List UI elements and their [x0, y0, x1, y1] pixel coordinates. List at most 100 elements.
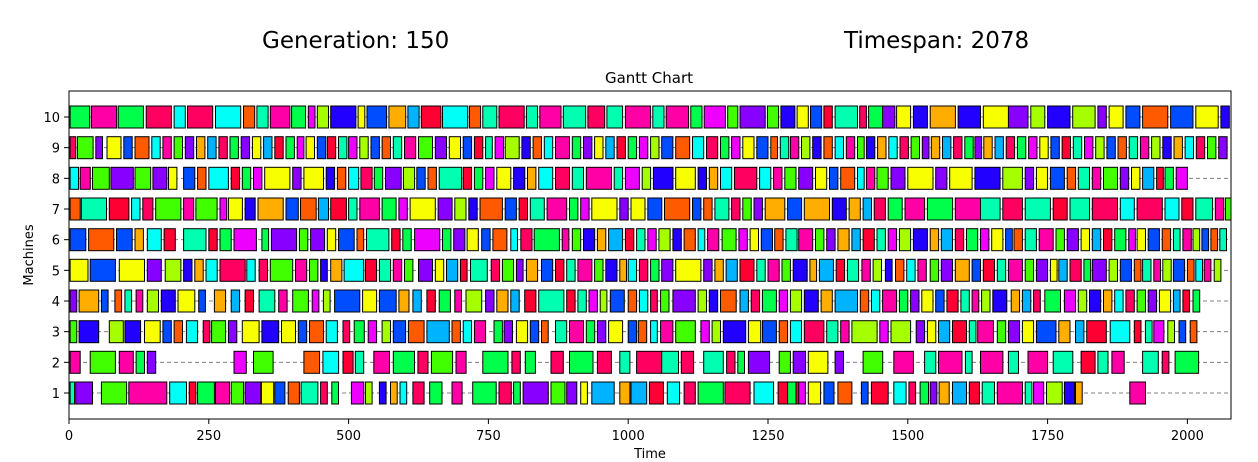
task-bar — [241, 166, 252, 190]
task-bar — [807, 381, 822, 405]
task-bar — [707, 228, 720, 252]
task-bar — [770, 136, 778, 160]
task-bar — [888, 136, 898, 160]
task-bar — [208, 166, 229, 190]
task-bar — [116, 228, 133, 252]
task-bar — [218, 136, 228, 160]
task-bar — [367, 320, 378, 344]
task-bar — [872, 258, 882, 282]
task-bar — [996, 381, 1023, 405]
task-bar — [427, 166, 437, 190]
task-bar — [1128, 136, 1139, 160]
task-bar — [1080, 350, 1096, 374]
task-bar — [1214, 197, 1225, 221]
x-tick-label: 750 — [476, 429, 501, 444]
task-bar — [128, 381, 168, 405]
task-bar — [381, 136, 392, 160]
task-bar — [779, 136, 790, 160]
task-bar — [749, 228, 759, 252]
task-bar — [281, 320, 296, 344]
task-bar — [908, 381, 917, 405]
task-bar — [92, 166, 110, 190]
task-bar — [774, 228, 784, 252]
task-bar — [244, 197, 256, 221]
task-bar — [596, 228, 607, 252]
task-bar — [1133, 320, 1142, 344]
task-bar — [731, 197, 741, 221]
task-bar — [1039, 136, 1049, 160]
task-bar — [258, 289, 276, 313]
task-bar — [515, 258, 524, 282]
task-bar — [219, 258, 246, 282]
task-bar — [392, 350, 415, 374]
task-bar — [815, 166, 828, 190]
task-bar — [630, 197, 646, 221]
task-bar — [938, 350, 963, 374]
task-bar — [1210, 228, 1219, 252]
task-bar — [594, 258, 604, 282]
task-bar — [184, 136, 195, 160]
task-bar — [494, 136, 505, 160]
task-bar — [977, 320, 994, 344]
task-bar — [183, 197, 195, 221]
task-bar — [650, 320, 658, 344]
task-bar — [660, 320, 674, 344]
task-bar — [935, 166, 948, 190]
task-bar — [1021, 289, 1032, 313]
task-bar — [739, 105, 766, 129]
task-bar — [357, 105, 366, 129]
task-bar — [815, 228, 825, 252]
task-bar — [473, 136, 484, 160]
task-bar — [862, 228, 875, 252]
task-bar — [877, 136, 887, 160]
task-bar — [773, 166, 783, 190]
task-bar — [1172, 258, 1186, 282]
task-bar — [448, 136, 461, 160]
task-bar — [481, 228, 491, 252]
task-bar — [837, 228, 850, 252]
task-bar — [1084, 136, 1094, 160]
task-bar — [354, 350, 365, 374]
task-bar — [690, 105, 703, 129]
task-bar — [274, 136, 284, 160]
task-bar — [1139, 136, 1150, 160]
task-bar — [1080, 228, 1090, 252]
task-bar — [648, 381, 664, 405]
task-bar — [792, 350, 807, 374]
task-bar — [241, 320, 260, 344]
task-bar — [661, 258, 674, 282]
task-bar — [307, 105, 316, 129]
task-bar — [195, 197, 218, 221]
task-bar — [796, 105, 809, 129]
task-bar — [627, 136, 638, 160]
task-bar — [708, 289, 719, 313]
task-bar — [240, 136, 251, 160]
task-bar — [942, 136, 952, 160]
task-bar — [921, 289, 934, 313]
task-bar — [823, 381, 835, 405]
task-bar — [1086, 320, 1107, 344]
task-bar — [845, 136, 856, 160]
task-bar — [566, 289, 576, 313]
task-bar — [966, 228, 979, 252]
task-bar — [721, 228, 737, 252]
task-bar — [1136, 289, 1146, 313]
task-bar — [326, 228, 337, 252]
task-bar — [980, 228, 990, 252]
task-bar — [385, 166, 402, 190]
task-bar — [498, 381, 512, 405]
task-bar — [76, 136, 94, 160]
task-bar — [342, 350, 354, 374]
task-bar — [767, 258, 780, 282]
task-bar — [954, 258, 970, 282]
task-bar — [330, 197, 347, 221]
task-bar — [412, 381, 425, 405]
task-bar — [1063, 289, 1077, 313]
task-bar — [1153, 258, 1162, 282]
task-bar — [1189, 320, 1198, 344]
task-bar — [555, 166, 570, 190]
task-bar — [778, 289, 789, 313]
task-bar — [1072, 105, 1096, 129]
task-bar — [1108, 105, 1124, 129]
task-bar — [703, 258, 713, 282]
